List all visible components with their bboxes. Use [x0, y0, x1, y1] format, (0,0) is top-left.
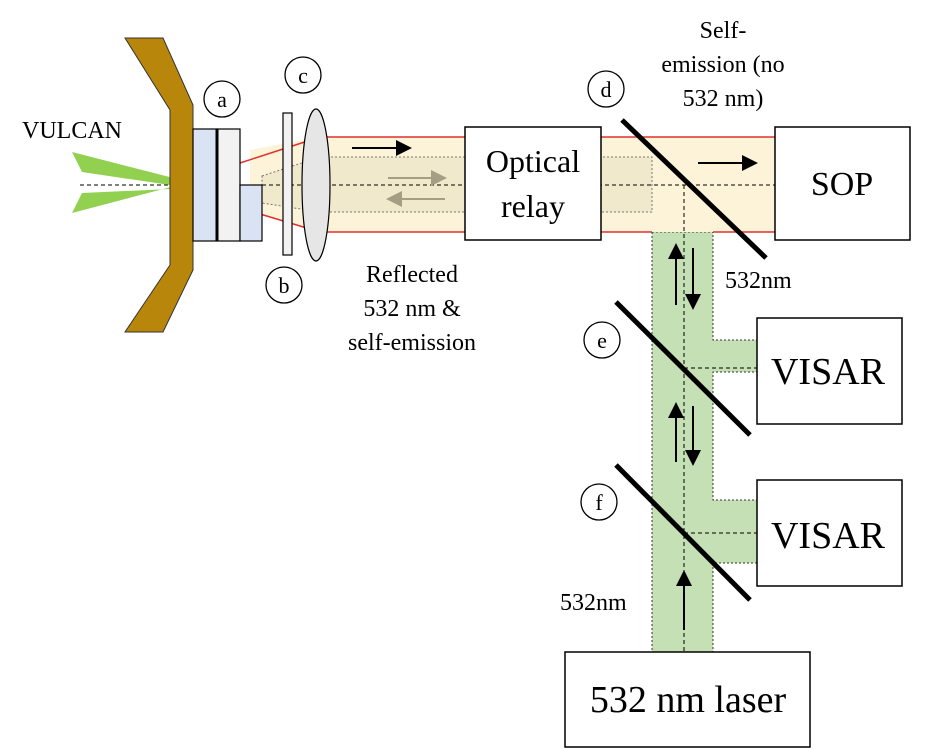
- svg-text:a: a: [217, 87, 227, 112]
- reflected-label: 532 nm &: [363, 296, 461, 322]
- svg-text:f: f: [595, 490, 603, 515]
- marker-a: a: [203, 80, 241, 118]
- window-plate: [282, 112, 293, 256]
- beamsplitter-f: [614, 463, 752, 602]
- marker-c: c: [284, 56, 322, 94]
- marker-d: d: [587, 70, 625, 108]
- marker-b: b: [265, 266, 303, 304]
- marker-f: f: [580, 483, 618, 521]
- laser-label: 532 nm laser: [590, 679, 787, 721]
- target-step: [239, 184, 263, 242]
- collection-lens: [301, 108, 331, 262]
- visar-box-bottom: [756, 479, 903, 587]
- self-emission-label: emission (no: [661, 52, 784, 78]
- visar-box-top: [756, 317, 903, 425]
- svg-text:e: e: [597, 328, 607, 353]
- beamsplitter-e: [614, 300, 752, 437]
- vulcan-beam-upper: [72, 152, 193, 188]
- laser-box: [564, 651, 811, 748]
- optical-relay-label: Optical: [486, 143, 580, 179]
- wavelength-label: 532nm: [725, 268, 792, 294]
- reflected-label: Reflected: [366, 262, 458, 288]
- sop-label: SOP: [811, 166, 873, 203]
- marker-e: e: [583, 321, 621, 359]
- self-emission-label: 532 nm): [683, 86, 764, 112]
- optical-relay-box: [464, 126, 602, 241]
- svg-text:b: b: [279, 273, 290, 298]
- reflected-label: self-emission: [348, 330, 476, 356]
- visar-label-bottom: VISAR: [771, 515, 886, 557]
- target-holder: [124, 37, 194, 333]
- optical-relay-label: relay: [501, 188, 565, 224]
- svg-text:c: c: [298, 63, 308, 88]
- visar-label-top: VISAR: [771, 351, 886, 393]
- wavelength-label: 532nm: [560, 590, 627, 616]
- beamsplitter-d: [620, 118, 768, 260]
- sop-box: [774, 126, 911, 241]
- self-emission-label: Self-: [700, 18, 747, 44]
- target-layer-1: [192, 128, 218, 242]
- svg-text:d: d: [601, 77, 612, 102]
- vulcan-label: VULCAN: [22, 118, 122, 144]
- target-layer-2: [216, 128, 241, 242]
